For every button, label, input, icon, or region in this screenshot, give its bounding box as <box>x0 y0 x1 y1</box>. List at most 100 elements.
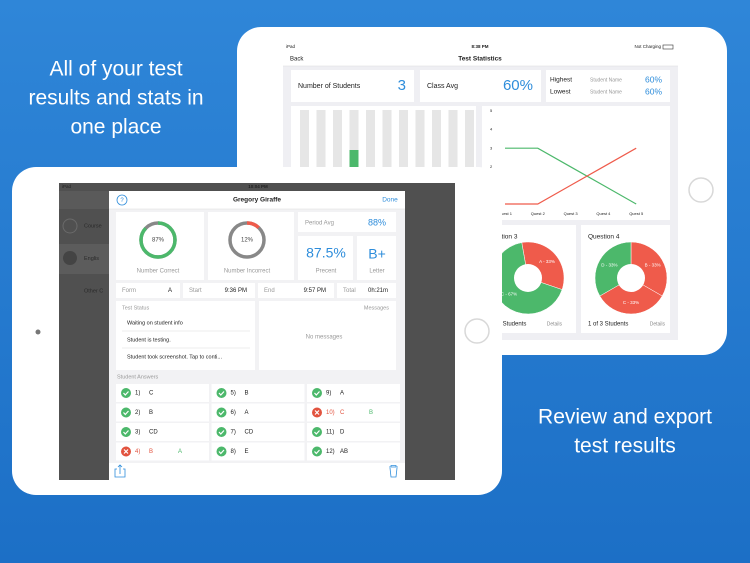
donut-label: 12% <box>241 238 254 244</box>
card-caption: Number Incorrect <box>224 269 271 275</box>
card <box>357 236 396 280</box>
answer-value: CD <box>149 430 158 436</box>
promo-text: All of your test <box>49 58 182 81</box>
card-caption: Precent <box>316 269 337 275</box>
answer-number: 8) <box>231 449 236 455</box>
status-row: Student is testing. <box>127 337 171 343</box>
answer-cell <box>307 384 400 402</box>
slice-label: C - 33% <box>623 300 639 305</box>
back-button[interactable]: Back <box>290 57 304 63</box>
icon-glyph <box>218 391 225 396</box>
answer-value: E <box>245 449 249 455</box>
status-battery: Not Charging <box>634 44 661 49</box>
status-time: 10:04 PM <box>248 184 268 189</box>
icon-glyph <box>123 410 129 416</box>
card-label: Number of Students <box>298 83 361 90</box>
sidebar-header <box>59 191 109 209</box>
answer-cell <box>307 423 400 441</box>
correct-icon <box>312 427 322 437</box>
icon-glyph <box>218 410 225 416</box>
toolbar <box>109 463 405 480</box>
y-tick-label: 4 <box>490 127 493 132</box>
pie-title: Question 4 <box>588 234 620 241</box>
icon-glyph <box>123 391 129 396</box>
empty-message: No messages <box>306 335 343 341</box>
promo-text: one place <box>70 116 161 139</box>
correct-icon <box>216 427 227 437</box>
answer-cell <box>211 423 305 441</box>
pie-hole <box>514 264 542 292</box>
bar-track <box>366 110 375 220</box>
card-label: Period Avg <box>305 221 334 227</box>
delete-button[interactable] <box>389 465 398 478</box>
panel <box>259 301 396 370</box>
info-value: 9:57 PM <box>304 288 326 294</box>
help-label[interactable]: ? <box>120 198 124 204</box>
slice-label: A - 33% <box>539 259 555 264</box>
modal-header <box>109 191 405 209</box>
card <box>291 70 414 102</box>
donut-arc <box>139 221 177 259</box>
icon-glyph <box>314 391 320 396</box>
card <box>546 70 670 102</box>
x-tick-label: Quest 5 <box>629 211 644 216</box>
bar-track <box>465 110 474 220</box>
answer-number: 3) <box>135 430 140 436</box>
promo-text: Review and export <box>538 406 712 429</box>
donut-arc <box>228 221 266 259</box>
done-button[interactable]: Done <box>382 197 398 204</box>
answer-value: B <box>245 391 249 397</box>
icon-glyph <box>123 430 129 435</box>
icon-glyph <box>218 449 225 455</box>
answer-value: B <box>149 449 153 455</box>
card-value: B+ <box>368 246 386 262</box>
card-value: 60% <box>645 74 662 84</box>
info-value: 9:36 PM <box>225 288 247 294</box>
sidebar-item: Course <box>84 223 102 229</box>
panel <box>482 106 670 220</box>
promo: All of your test results and stats in one … <box>28 58 712 458</box>
panel-title: Messages <box>364 305 389 311</box>
status-row[interactable]: Student took screenshot. Tap to conti... <box>127 354 222 360</box>
bar-track <box>316 110 326 220</box>
details-link[interactable]: Details <box>650 321 666 327</box>
answer-number: 7) <box>231 430 236 436</box>
details-link[interactable]: Details <box>547 321 563 327</box>
panel <box>116 301 255 370</box>
bar-track <box>448 110 458 220</box>
answer-number: 4) <box>135 449 140 455</box>
answer-value: CD <box>245 430 254 436</box>
info-cell <box>183 283 255 298</box>
card-label: Lowest <box>550 89 571 96</box>
status-row: Waiting on student info <box>127 320 183 326</box>
info-label: End <box>264 288 275 294</box>
answer-value: C <box>340 410 345 416</box>
answer-cell <box>116 442 209 461</box>
bar-track <box>333 110 342 220</box>
sidebar-item: Englis <box>84 256 99 262</box>
answer-cell <box>116 403 209 422</box>
card <box>420 70 541 102</box>
answer-number: 12) <box>326 449 335 455</box>
info-label: Form <box>122 288 136 294</box>
correct-icon <box>121 427 131 437</box>
promo-text: results and stats in <box>28 87 203 110</box>
nav-title: Test Statistics <box>458 56 502 63</box>
slice-label: D - 33% <box>601 263 617 268</box>
x-tick-label: Quest 1 <box>498 211 513 216</box>
icon-glyph <box>314 449 320 455</box>
bar-track <box>300 110 309 220</box>
x-tick-label: Quest 3 <box>564 211 579 216</box>
nav-bar <box>283 42 678 66</box>
slice-label: B - 33% <box>645 263 661 268</box>
card-value: 87.5% <box>306 245 346 261</box>
line-series <box>505 147 637 205</box>
answer-number: 6) <box>231 410 236 416</box>
share-button[interactable] <box>114 464 126 478</box>
info-cell <box>258 283 334 298</box>
slice-label: C - 67% <box>501 291 517 296</box>
answer-cell <box>307 442 400 461</box>
help-button[interactable] <box>116 194 128 206</box>
answer-value: AB <box>340 449 348 455</box>
